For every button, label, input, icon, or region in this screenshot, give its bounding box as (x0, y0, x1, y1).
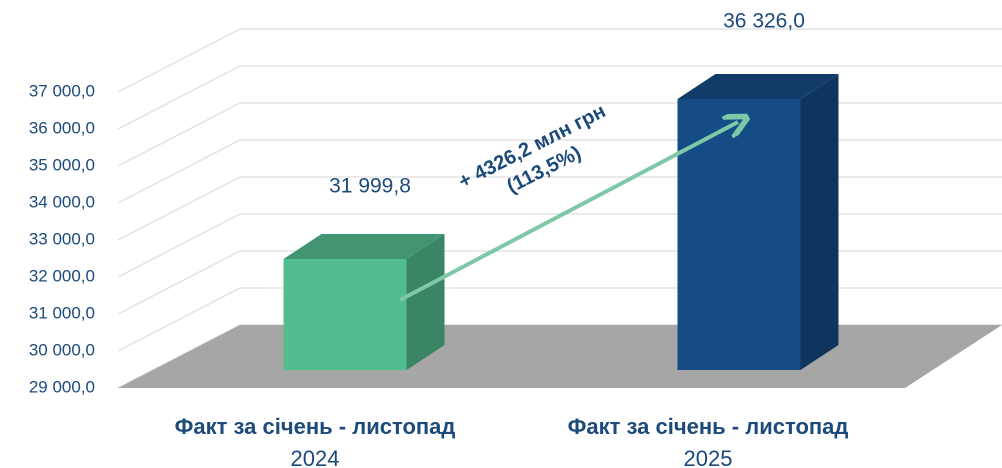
bar (677, 98, 801, 371)
grid-line (117, 28, 1002, 93)
bar-side (800, 73, 839, 371)
grid-line (117, 65, 1002, 130)
value-label: 31 999,8 (329, 175, 411, 198)
x-tick-label: Факт за січень - листопад (568, 414, 849, 439)
grid-line (117, 250, 1002, 315)
y-tick-label: 37 000,0 (29, 81, 95, 100)
y-tick-label: 31 000,0 (29, 303, 95, 322)
y-tick-label: 29 000,0 (29, 377, 95, 396)
bar-top (677, 73, 839, 99)
y-tick-label: 34 000,0 (29, 192, 95, 211)
x-tick-label: 2025 (684, 446, 733, 468)
y-tick-label: 33 000,0 (29, 229, 95, 248)
y-tick-label: 30 000,0 (29, 340, 95, 359)
bar (283, 259, 407, 370)
y-tick-label: 32 000,0 (29, 266, 95, 285)
y-tick-label: 36 000,0 (29, 118, 95, 137)
grid-line (117, 213, 1002, 278)
y-tick-label: 35 000,0 (29, 155, 95, 174)
floor (118, 325, 1002, 388)
value-label: 36 326,0 (723, 9, 805, 32)
x-tick-label: 2024 (291, 446, 340, 468)
x-tick-label: Факт за січень - листопад (175, 414, 456, 439)
arrow (399, 122, 738, 302)
bar-top (283, 234, 445, 260)
bar-side (406, 234, 445, 370)
grid-line (117, 176, 1002, 241)
